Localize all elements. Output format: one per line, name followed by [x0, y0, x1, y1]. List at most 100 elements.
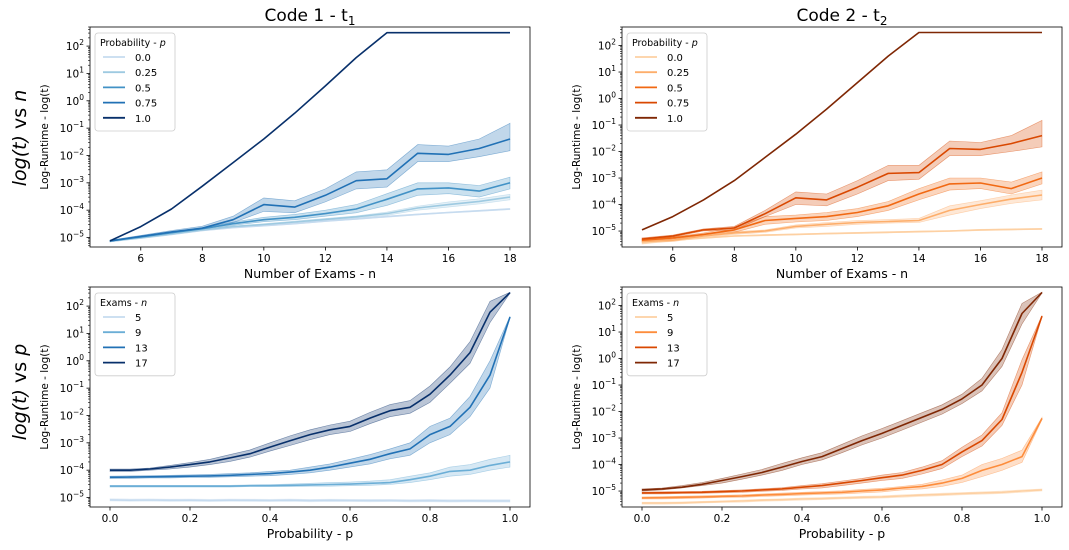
- x-tick-label: 0.4: [262, 513, 279, 525]
- legend-title: Probability - p: [100, 38, 166, 49]
- x-tick-label: 0.2: [714, 513, 731, 525]
- x-tick-label: 8: [731, 253, 738, 265]
- chart-title: Code 1 - t1: [265, 6, 356, 28]
- series-line-13: [641, 315, 1043, 494]
- y-axis: 10−5 10−4 10−3 10−2 10−1 100 101 102: [60, 286, 90, 507]
- y-tick-label: 10−1: [60, 120, 85, 135]
- x-tick-label: 0.8: [954, 513, 971, 525]
- y-tick-label: 10−4: [60, 462, 85, 477]
- y-tick-label: 10−1: [592, 117, 617, 132]
- legend-entry-label: 5: [135, 313, 141, 324]
- x-tick-label: 16: [974, 253, 988, 265]
- y-tick-label: 10−3: [60, 175, 85, 190]
- row-label-bottom: log(t) vs p: [9, 344, 31, 441]
- legend-entry-label: 0.75: [135, 99, 157, 110]
- series-layer: [641, 291, 1043, 505]
- legend: Exams - n 5 9 13 17: [94, 292, 176, 377]
- legend-entry-label: 0.5: [667, 83, 683, 94]
- x-tick-label: 1.0: [1034, 513, 1051, 525]
- y-tick-label: 10−4: [60, 202, 85, 217]
- series-layer: [641, 31, 1043, 245]
- y-axis: 10−5 10−4 10−3 10−2 10−1 100 101 102: [592, 26, 622, 246]
- series-line-1.0: [109, 31, 510, 242]
- y-tick-label: 102: [598, 298, 616, 313]
- y-axis: 10−5 10−4 10−3 10−2 10−1 100 101 102: [592, 286, 622, 506]
- confidence-band-0.5: [109, 176, 511, 243]
- x-tick-label: 16: [442, 253, 456, 265]
- series-line-9: [110, 461, 511, 487]
- x-tick-label: 10: [257, 253, 270, 265]
- series-layer: [109, 291, 511, 503]
- legend-entry-label: 17: [667, 359, 680, 370]
- y-tick-label: 10−5: [592, 483, 617, 498]
- legend-entry-label: 0.25: [135, 68, 157, 79]
- legend-title: Exams - n: [632, 298, 679, 309]
- legend-entry-label: 0.25: [667, 68, 689, 79]
- series-line-17: [641, 291, 1043, 491]
- chart-title: Code 2 - t2: [797, 6, 888, 28]
- legend: Probability - p 0.0 0.25 0.5 0.75 1.0: [94, 32, 176, 132]
- row-label-top: log(t) vs n: [9, 90, 31, 187]
- y-axis-label: Log-Runtime - log(t): [39, 344, 51, 449]
- y-tick-label: 10−2: [60, 147, 85, 162]
- y-tick-label: 101: [66, 65, 84, 80]
- series-line-5: [109, 499, 510, 502]
- confidence-band-0.25: [641, 189, 1043, 244]
- legend-entry-label: 0.0: [135, 53, 151, 64]
- y-tick-label: 10−4: [592, 197, 617, 212]
- x-tick-label: 0.2: [182, 513, 199, 525]
- x-tick-label: 0.0: [634, 513, 651, 525]
- series-line-0.75: [109, 138, 511, 242]
- x-axis: 0.0 0.2 0.4 0.6 0.8 1.0: [634, 507, 1051, 525]
- x-axis-label: Number of Exams - n: [776, 266, 908, 281]
- y-axis-label: Log-Runtime - log(t): [39, 84, 51, 189]
- y-tick-label: 100: [598, 91, 616, 106]
- legend-entry-label: 13: [667, 343, 680, 354]
- x-tick-label: 8: [199, 253, 206, 265]
- y-tick-label: 101: [598, 324, 616, 339]
- y-tick-label: 10−2: [592, 144, 617, 159]
- y-tick-label: 102: [66, 298, 84, 313]
- legend-entry-label: 0.0: [667, 53, 683, 64]
- y-axis-label: Log-Runtime - log(t): [571, 344, 583, 449]
- series-line-5: [642, 489, 1043, 504]
- x-tick-label: 0.6: [874, 513, 891, 525]
- legend-title: Exams - n: [100, 298, 147, 309]
- legend-entry-label: 0.75: [667, 99, 689, 110]
- y-tick-label: 10−3: [60, 435, 85, 450]
- series-line-17: [110, 292, 511, 471]
- legend-entry-label: 9: [667, 328, 673, 339]
- legend-entry-label: 1.0: [667, 114, 683, 125]
- y-tick-label: 10−3: [592, 170, 617, 185]
- x-axis-label: Number of Exams - n: [244, 266, 376, 281]
- y-tick-label: 10−5: [60, 490, 85, 505]
- x-tick-label: 18: [1035, 253, 1048, 265]
- legend: Exams - n 5 9 13 17: [626, 292, 708, 377]
- y-tick-label: 10−4: [592, 457, 617, 472]
- x-axis-label: Probability - p: [799, 526, 886, 541]
- x-tick-label: 0.8: [422, 513, 439, 525]
- y-tick-label: 10−3: [592, 430, 617, 445]
- confidence-band-0.75: [641, 119, 1043, 241]
- x-tick-label: 10: [789, 253, 802, 265]
- y-tick-label: 100: [598, 351, 616, 366]
- y-axis-label: Log-Runtime - log(t): [571, 84, 583, 189]
- x-tick-label: 1.0: [502, 513, 519, 525]
- legend-title: Probability - p: [632, 38, 698, 49]
- legend-box: [94, 292, 176, 377]
- x-axis: 6 8 10 12 14 16 18: [137, 247, 517, 265]
- series-line-9: [641, 418, 1043, 499]
- legend-entry-label: 1.0: [135, 114, 151, 125]
- chart-panel-c2n: 10−5 10−4 10−3 10−2 10−1 100 101 102 6 8 10 12 14 16 1…: [571, 6, 1063, 281]
- legend-entry-label: 9: [135, 328, 141, 339]
- y-tick-label: 10−5: [592, 223, 617, 238]
- x-tick-label: 14: [912, 253, 926, 265]
- x-axis-label: Probability - p: [267, 526, 354, 541]
- y-tick-label: 10−1: [592, 377, 617, 392]
- legend-entry-label: 17: [135, 359, 148, 370]
- y-tick-label: 10−1: [60, 380, 85, 395]
- x-axis: 6 8 10 12 14 16 18: [669, 247, 1049, 265]
- x-tick-label: 14: [380, 253, 394, 265]
